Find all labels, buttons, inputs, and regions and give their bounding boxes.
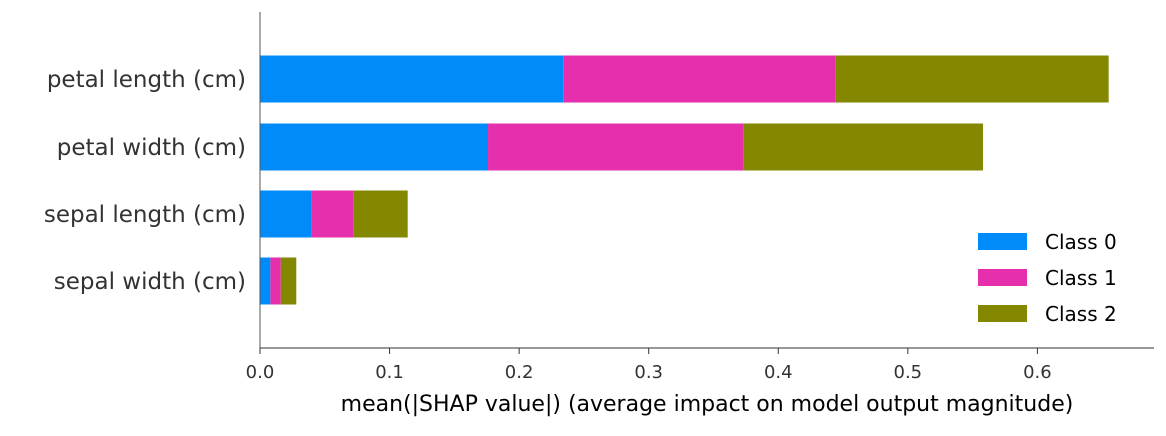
feature-label: sepal width (cm) — [54, 269, 246, 295]
x-tick-label: 0.5 — [894, 362, 923, 383]
bar-sepal-width-cm-class-1 — [270, 257, 281, 305]
feature-label: sepal length (cm) — [44, 202, 246, 228]
bar-petal-width-cm-class-0 — [260, 123, 489, 171]
feature-label: petal width (cm) — [57, 135, 246, 161]
legend-swatch — [978, 269, 1027, 286]
x-tick-label: 0.2 — [505, 362, 534, 383]
legend-swatch — [978, 233, 1027, 250]
legend-label: Class 0 — [1045, 230, 1117, 254]
bar-sepal-length-cm-class-0 — [260, 190, 312, 238]
bar-petal-length-cm-class-2 — [835, 55, 1109, 103]
x-ticks: 0.0 0.1 0.2 0.3 0.4 0.5 0.6 — [246, 348, 1052, 383]
x-tick-label: 0.6 — [1023, 362, 1052, 383]
x-tick-label: 0.4 — [764, 362, 793, 383]
x-tick-label: 0.3 — [634, 362, 663, 383]
feature-label: petal length (cm) — [47, 67, 246, 93]
legend-label: Class 1 — [1045, 266, 1117, 290]
legend: Class 0 Class 1 Class 2 — [978, 230, 1117, 326]
bar-petal-length-cm-class-1 — [563, 55, 836, 103]
bar-petal-width-cm-class-2 — [743, 123, 983, 171]
bars-layer — [260, 55, 1109, 305]
bar-petal-width-cm-class-1 — [488, 123, 744, 171]
bar-sepal-width-cm-class-0 — [260, 257, 271, 305]
bar-sepal-length-cm-class-1 — [311, 190, 354, 238]
bar-petal-length-cm-class-0 — [260, 55, 564, 103]
legend-swatch — [978, 305, 1027, 322]
legend-label: Class 2 — [1045, 302, 1117, 326]
x-tick-label: 0.0 — [246, 362, 275, 383]
y-tick-labels: petal length (cm) petal width (cm) sepal l… — [44, 67, 246, 295]
bar-sepal-width-cm-class-2 — [280, 257, 297, 305]
x-tick-label: 0.1 — [375, 362, 404, 383]
bar-sepal-length-cm-class-2 — [353, 190, 408, 238]
x-axis-title: mean(|SHAP value|) (average impact on mo… — [341, 392, 1074, 417]
